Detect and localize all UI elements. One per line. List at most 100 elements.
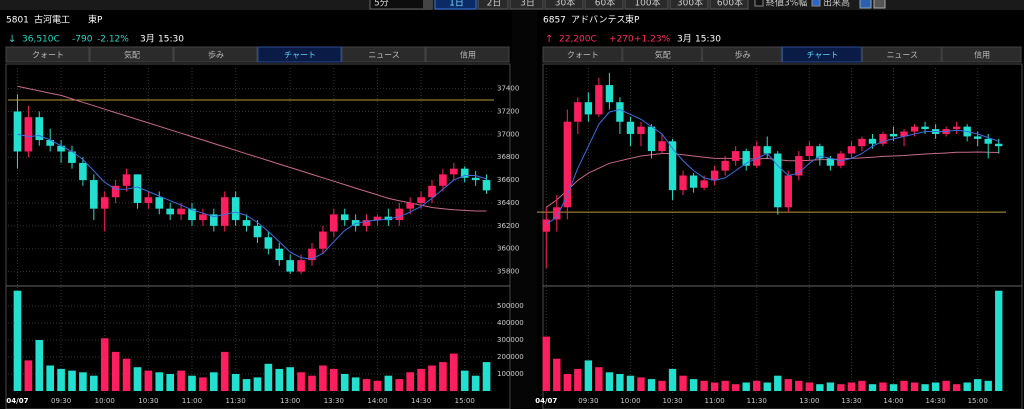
candle-body [763,146,771,154]
volume-tick-label: 100000 [497,370,524,378]
volume-bar [774,375,782,391]
volume-bar [220,351,229,391]
volume-bar [373,380,382,391]
tab[interactable] [782,46,862,63]
candle-body [330,214,338,232]
volume-bar [308,375,316,391]
volume-bar [210,372,218,391]
candle-body [362,220,371,226]
x-tick-label: 09:30 [578,397,598,405]
volume-bar [700,380,708,391]
volume-bar [784,379,792,391]
candle-body [595,85,603,115]
direction-arrow: ↑ [545,34,553,45]
candle-body [111,185,120,198]
volume-bar [731,384,740,391]
volume-bar [253,377,262,391]
volume-bar [931,382,940,391]
candle-body [753,146,761,166]
volume-bar [816,384,824,391]
volume-bar [658,380,666,391]
volume-bar [111,351,120,391]
candle-body [460,168,469,178]
candle-body [13,111,22,152]
volume-bar [921,384,929,391]
candle-body [231,197,240,221]
candle-body [155,197,164,209]
volume-bar [460,370,469,391]
candle-body [199,214,207,221]
candle-body [974,136,982,139]
range-button-label: 60本 [595,0,615,9]
tab[interactable] [702,46,783,63]
range-button[interactable] [434,0,477,10]
range-button[interactable] [509,0,544,10]
tab-label: ニュース [368,51,400,60]
candle-body [319,231,327,249]
range-button[interactable] [709,0,749,10]
tab[interactable] [425,46,510,63]
volume-bar [166,374,174,391]
tab[interactable] [257,46,342,63]
candle-body [889,133,898,137]
volume-bar [910,382,919,391]
range-button[interactable] [584,0,624,10]
range-button-label: 600本 [717,0,743,9]
volume-bar [584,360,593,391]
tab[interactable] [89,46,174,63]
candle-body [616,102,624,122]
y-tick-label: 36400 [497,199,519,207]
price: 22,200C [559,35,597,45]
volume-bar [330,368,338,391]
tab[interactable] [861,46,942,63]
direction-arrow: ↓ [8,34,16,45]
candle-body [406,202,414,209]
candle-body [952,126,961,130]
tab[interactable] [5,46,90,63]
y-tick-label: 37400 [497,85,519,93]
candle-body [995,143,1003,147]
tab-label: チャート [806,51,838,60]
volume-bar [889,384,898,391]
volume-bar [68,370,76,391]
range-button[interactable] [624,0,669,10]
volume-bar [868,384,877,391]
volume-bar [275,368,284,391]
tab[interactable] [542,46,623,63]
moving-average-short [17,133,487,260]
y-tick-label: 36000 [497,245,519,253]
range-button[interactable] [669,0,709,10]
candle-body [731,151,740,161]
candle-body [144,197,153,203]
change: -790 [72,35,93,45]
range-button-label: 1日 [449,0,464,9]
volume-bar [199,377,207,391]
x-tick-label: 14:30 [926,397,946,405]
checkbox[interactable] [811,0,821,7]
tab[interactable] [173,46,258,63]
candle-body [57,145,65,152]
candle-body [626,121,635,134]
volume-bar [952,384,961,391]
x-tick-label: 15:00 [455,397,475,405]
candle-body [253,225,262,238]
tab[interactable] [622,46,703,63]
volume-bar [340,374,349,391]
tab[interactable] [341,46,426,63]
tab[interactable] [941,46,1022,63]
volume-bar [395,379,404,391]
range-button[interactable] [544,0,584,10]
volume-bar [668,368,677,391]
candle-body [816,146,824,159]
range-button[interactable] [477,0,509,10]
settings-icon[interactable] [873,0,886,9]
x-tick-label: 13:00 [280,397,300,405]
checkbox[interactable] [754,0,764,7]
tab-label: 信用 [974,50,990,60]
candle-body [308,248,316,261]
search-icon[interactable] [859,0,872,9]
volume-bar [689,379,698,391]
stock-name: 古河電工 [34,14,70,26]
volume-bar [384,375,393,391]
